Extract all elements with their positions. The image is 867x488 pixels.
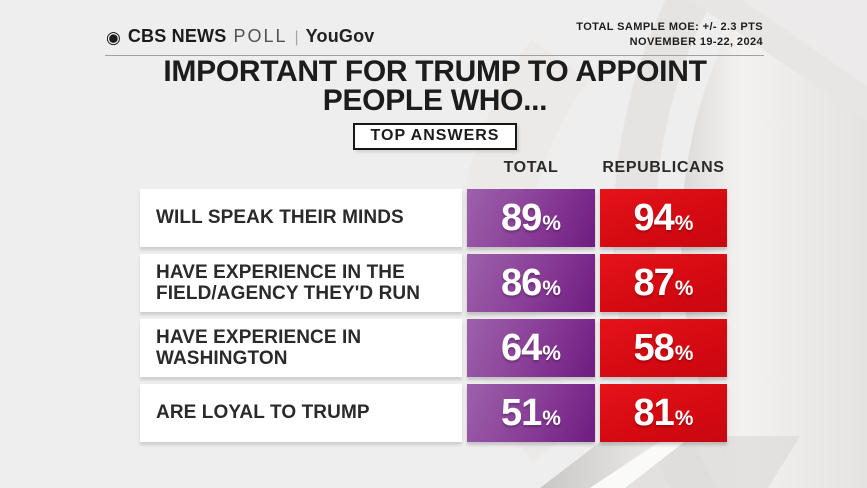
value: 89 — [501, 196, 542, 239]
percent-sign: % — [542, 341, 561, 365]
column-header-republicans: REPUBLICANS — [602, 159, 725, 176]
title-line-2: PEOPLE WHO... — [322, 84, 548, 118]
republicans-value-cell: 87% — [600, 254, 727, 312]
republicans-value-cell: 81% — [600, 384, 727, 442]
cbs-news-wordmark: CBS NEWS — [127, 26, 227, 46]
value: 86 — [501, 261, 542, 304]
percent-sign: % — [542, 211, 561, 235]
page-title: IMPORTANT FOR TRUMP TO APPOINT PEOPLE WH… — [58, 55, 812, 118]
republicans-value-cell: 58% — [600, 319, 727, 377]
logo-divider: | — [294, 29, 299, 46]
total-value-cell: 86% — [467, 254, 595, 312]
cbs-news-poll-logo: ◉ CBS NEWS POLL | YouGov — [106, 26, 375, 47]
value: 58 — [633, 326, 675, 369]
republicans-value-cell: 94% — [600, 189, 727, 247]
percent-sign: % — [674, 276, 694, 300]
moe-line: TOTAL SAMPLE MOE: +/- 2.3 PTS — [576, 21, 763, 33]
title-line-1: IMPORTANT FOR TRUMP TO APPOINT — [163, 55, 707, 88]
value: 51 — [501, 391, 542, 434]
yougov-wordmark: YouGov — [305, 26, 375, 46]
value: 64 — [501, 326, 542, 369]
row-label: ARE LOYAL TO TRUMP — [140, 384, 462, 442]
total-value-cell: 89% — [467, 189, 595, 247]
row-label: HAVE EXPERIENCE IN WASHINGTON — [140, 319, 462, 377]
total-value-cell: 51% — [467, 384, 595, 442]
value: 94 — [633, 196, 675, 239]
sample-note: TOTAL SAMPLE MOE: +/- 2.3 PTS NOVEMBER 1… — [576, 20, 763, 50]
poll-table: TOTAL REPUBLICANS WILL SPEAK THEIR MINDS… — [140, 155, 727, 442]
total-value-cell: 64% — [467, 319, 595, 377]
header-divider-line — [105, 55, 764, 56]
top-answers-badge: TOP ANSWERS — [352, 122, 518, 150]
value: 87 — [633, 261, 675, 304]
row-label: HAVE EXPERIENCE IN THE FIELD/AGENCY THEY… — [140, 254, 462, 312]
percent-sign: % — [674, 211, 694, 235]
percent-sign: % — [674, 341, 694, 365]
title-block: IMPORTANT FOR TRUMP TO APPOINT PEOPLE WH… — [58, 55, 812, 150]
row-label: WILL SPEAK THEIR MINDS — [140, 189, 462, 247]
column-header-total: TOTAL — [503, 159, 559, 176]
date-line: NOVEMBER 19-22, 2024 — [629, 35, 763, 48]
spacer-cell — [140, 155, 462, 182]
cbs-eye-icon: ◉ — [106, 28, 121, 47]
value: 81 — [633, 391, 675, 434]
percent-sign: % — [674, 406, 694, 430]
percent-sign: % — [542, 276, 561, 300]
poll-wordmark: POLL — [233, 26, 288, 46]
percent-sign: % — [542, 406, 561, 430]
